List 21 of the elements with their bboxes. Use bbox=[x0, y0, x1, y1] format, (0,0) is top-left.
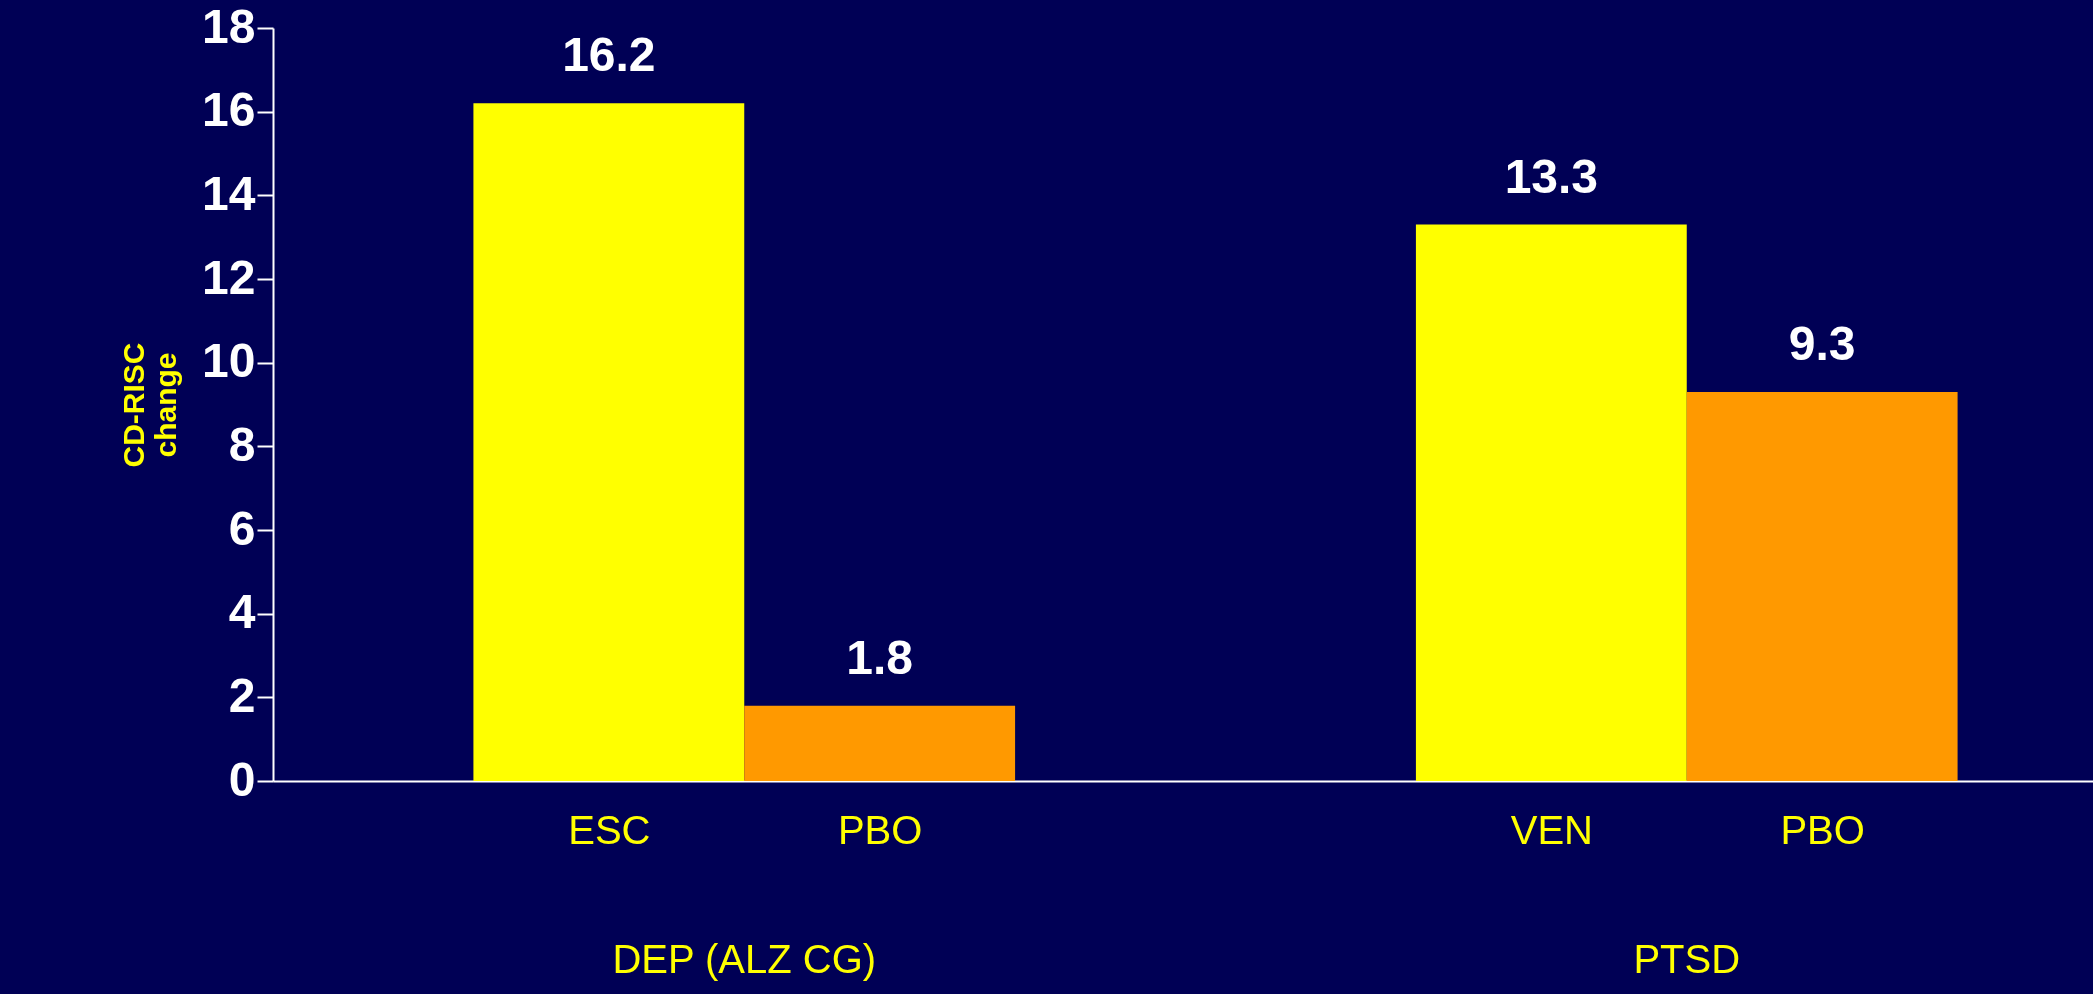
y-axis-title: CD-RISC change bbox=[117, 342, 183, 468]
y-tick-label: 6 bbox=[228, 501, 256, 555]
data-label: 13.3 bbox=[1504, 149, 1599, 203]
text: DEP (ALZ CG) bbox=[612, 937, 877, 981]
x-tick-label: ESC bbox=[568, 807, 651, 852]
y-tick-label: 2 bbox=[228, 668, 256, 722]
y-tick-label: 0 bbox=[228, 752, 256, 806]
data-label: 9.3 bbox=[1788, 316, 1856, 370]
x-tick-label: PBO bbox=[1780, 807, 1865, 852]
y-tick-label: 14 bbox=[202, 166, 256, 220]
y-tick-label: 10 bbox=[202, 334, 256, 388]
y-tick-label: 4 bbox=[228, 585, 256, 639]
x-tick-label: PBO bbox=[837, 807, 923, 852]
data-label: 1.8 bbox=[846, 630, 914, 684]
y-tick-label: 12 bbox=[202, 250, 256, 304]
y-tick-label: 16 bbox=[202, 83, 256, 137]
y-tick-label: 8 bbox=[228, 417, 256, 471]
text: PTSD bbox=[1633, 937, 1741, 981]
y-tick-label: 18 bbox=[202, 0, 256, 53]
x-tick-label: VEN bbox=[1510, 807, 1593, 852]
data-label: 16.2 bbox=[562, 28, 656, 82]
